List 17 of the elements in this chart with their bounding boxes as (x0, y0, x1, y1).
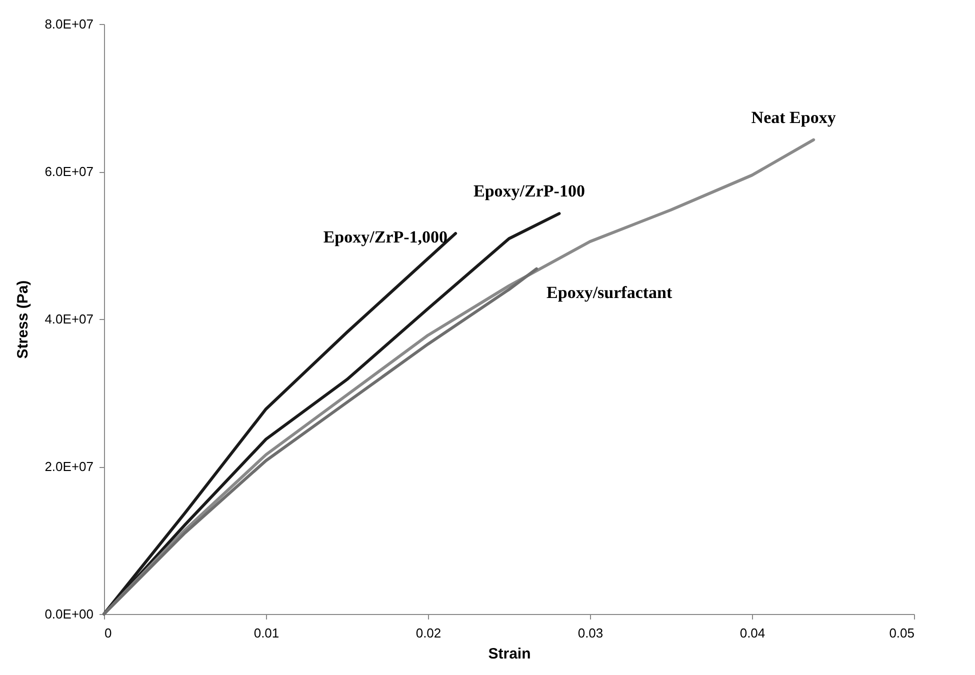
y-tick-label: 6.0E+07 (44, 164, 94, 179)
y-axis-title: Stress (Pa) (14, 280, 32, 359)
x-axis-title: Strain (488, 646, 531, 662)
y-tick-label: 2.0E+07 (44, 459, 94, 474)
y-tick-label: 4.0E+07 (44, 312, 94, 326)
x-tick-label: 0.01 (254, 626, 280, 640)
series-label: Epoxy/surfactant (546, 282, 672, 302)
y-tick-label: 8.0E+07 (44, 16, 94, 32)
y-tick-label: 0.0E+00 (44, 606, 94, 622)
x-tick-label: 0.02 (416, 626, 442, 640)
series-label: Epoxy/ZrP-100 (473, 182, 585, 201)
x-tick-label: 0 (104, 626, 112, 640)
x-tick-label: 0.04 (740, 626, 766, 640)
series-label: Epoxy/ZrP-1,000 (323, 227, 448, 246)
x-tick-label: 0.03 (578, 626, 604, 640)
x-tick-label: 0.05 (889, 626, 914, 640)
series-label: Neat Epoxy (751, 108, 836, 127)
